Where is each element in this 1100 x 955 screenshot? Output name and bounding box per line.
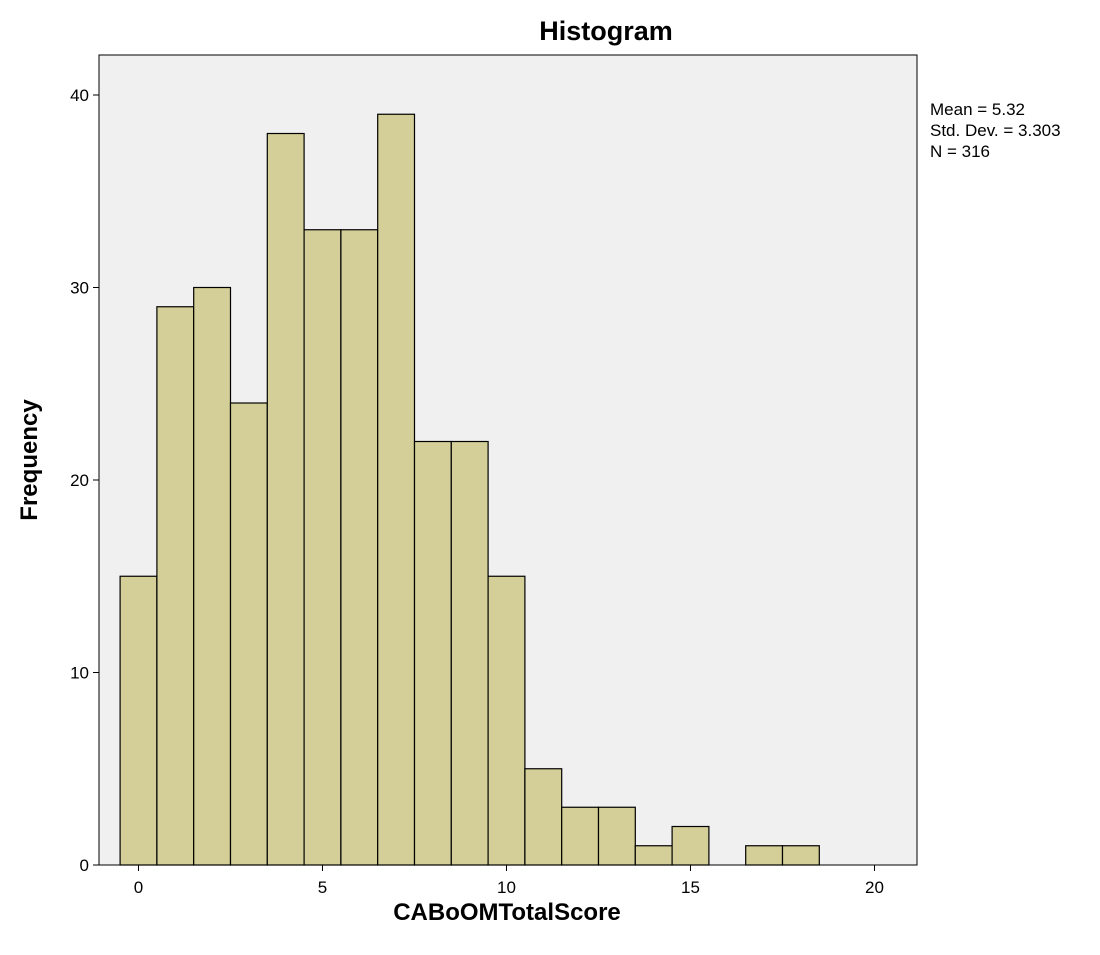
y-tick-label: 40 (70, 86, 89, 105)
x-tick-label: 10 (497, 878, 516, 897)
x-tick-label: 15 (681, 878, 700, 897)
histogram-bar-13 (597, 806, 636, 866)
y-tick-label: 30 (70, 279, 89, 298)
histogram-bar-10 (487, 575, 526, 866)
y-axis-label: Frequency (16, 399, 43, 521)
x-tick-label: 5 (318, 878, 327, 897)
stat-line: N = 316 (930, 142, 990, 161)
bars-group (119, 113, 820, 866)
x-tick-label: 0 (134, 878, 143, 897)
histogram-bar-4 (266, 132, 305, 866)
y-axis: 0 10 20 30 40 (70, 86, 99, 875)
x-tick-label: 20 (865, 878, 884, 897)
histogram-bar-12 (561, 806, 600, 866)
histogram-bar-7 (377, 113, 416, 866)
histogram-bar-3 (229, 402, 268, 866)
stat-line: Mean = 5.32 (930, 100, 1025, 119)
histogram-bar-11 (524, 768, 563, 866)
histogram-bar-1 (156, 306, 195, 866)
x-axis: 0 5 10 15 20 (134, 865, 884, 897)
histogram-bar-6 (340, 229, 379, 866)
y-tick-label: 10 (70, 664, 89, 683)
histogram-bar-5 (303, 229, 342, 866)
stat-line: Std. Dev. = 3.303 (930, 121, 1061, 140)
x-axis-label: CABoOMTotalScore (393, 899, 621, 926)
histogram-bar-17 (745, 845, 784, 866)
statistics-box: Mean = 5.32 Std. Dev. = 3.303 N = 316 (930, 100, 1061, 161)
histogram-bar-8 (413, 440, 452, 866)
histogram-bar-0 (119, 575, 158, 866)
histogram-bar-2 (193, 286, 232, 866)
histogram-bar-15 (671, 825, 710, 866)
histogram-bar-14 (634, 845, 673, 866)
histogram-bar-9 (450, 440, 489, 866)
histogram-bar-18 (781, 845, 820, 866)
y-tick-label: 20 (70, 471, 89, 490)
chart-title: Histogram (539, 16, 673, 46)
y-tick-label: 0 (80, 856, 89, 875)
